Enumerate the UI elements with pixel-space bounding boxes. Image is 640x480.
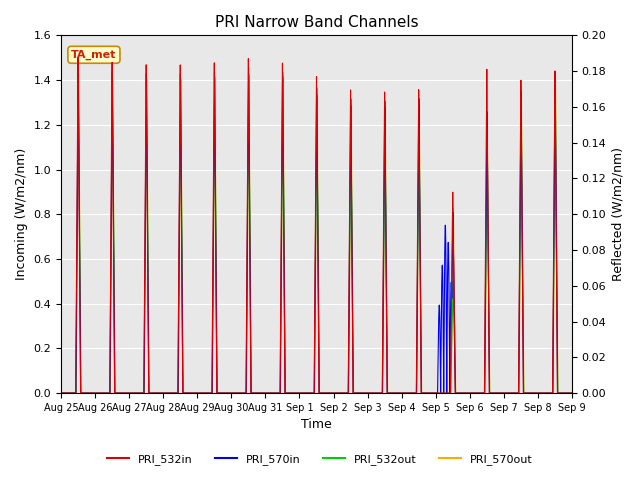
Line: PRI_570out: PRI_570out bbox=[61, 73, 572, 393]
PRI_570out bbox=[169, 390, 177, 396]
PRI_570in bbox=[113, 390, 120, 396]
PRI_532out bbox=[568, 390, 576, 396]
Text: TA_met: TA_met bbox=[71, 49, 116, 60]
Title: PRI Narrow Band Channels: PRI Narrow Band Channels bbox=[214, 15, 419, 30]
PRI_532out bbox=[180, 390, 188, 396]
Y-axis label: Incoming (W/m2/nm): Incoming (W/m2/nm) bbox=[15, 148, 28, 280]
Y-axis label: Reflected (W/m2/nm): Reflected (W/m2/nm) bbox=[612, 147, 625, 281]
Line: PRI_532in: PRI_532in bbox=[61, 58, 572, 393]
PRI_570out bbox=[75, 71, 83, 76]
PRI_532in bbox=[57, 390, 65, 396]
PRI_532out bbox=[57, 390, 65, 396]
PRI_532out bbox=[500, 390, 508, 396]
PRI_570in bbox=[74, 192, 81, 198]
PRI_532in bbox=[74, 163, 81, 168]
PRI_570out bbox=[74, 242, 81, 248]
PRI_570in bbox=[568, 390, 576, 396]
PRI_570out bbox=[568, 390, 576, 396]
PRI_532in bbox=[328, 390, 335, 396]
PRI_570out bbox=[57, 390, 65, 396]
PRI_532in bbox=[568, 390, 576, 396]
PRI_532in bbox=[74, 55, 82, 60]
PRI_570in bbox=[500, 390, 508, 396]
PRI_532in bbox=[180, 390, 188, 396]
X-axis label: Time: Time bbox=[301, 419, 332, 432]
PRI_570in bbox=[74, 64, 82, 70]
PRI_532out bbox=[113, 390, 120, 396]
PRI_532out bbox=[169, 390, 177, 396]
PRI_532out bbox=[328, 390, 335, 396]
PRI_532in bbox=[500, 390, 508, 396]
PRI_570out bbox=[500, 390, 508, 396]
Legend: PRI_532in, PRI_570in, PRI_532out, PRI_570out: PRI_532in, PRI_570in, PRI_532out, PRI_57… bbox=[102, 450, 538, 469]
PRI_532out bbox=[74, 217, 81, 223]
PRI_570out bbox=[113, 390, 120, 396]
Line: PRI_532out: PRI_532out bbox=[61, 71, 572, 393]
PRI_570in bbox=[57, 390, 65, 396]
PRI_532out bbox=[75, 68, 83, 74]
PRI_570in bbox=[180, 390, 188, 396]
PRI_570in bbox=[169, 390, 177, 396]
PRI_532in bbox=[169, 390, 177, 396]
PRI_570out bbox=[180, 390, 188, 396]
PRI_570out bbox=[328, 390, 335, 396]
Line: PRI_570in: PRI_570in bbox=[61, 67, 572, 393]
PRI_570in bbox=[328, 390, 335, 396]
PRI_532in bbox=[113, 390, 120, 396]
